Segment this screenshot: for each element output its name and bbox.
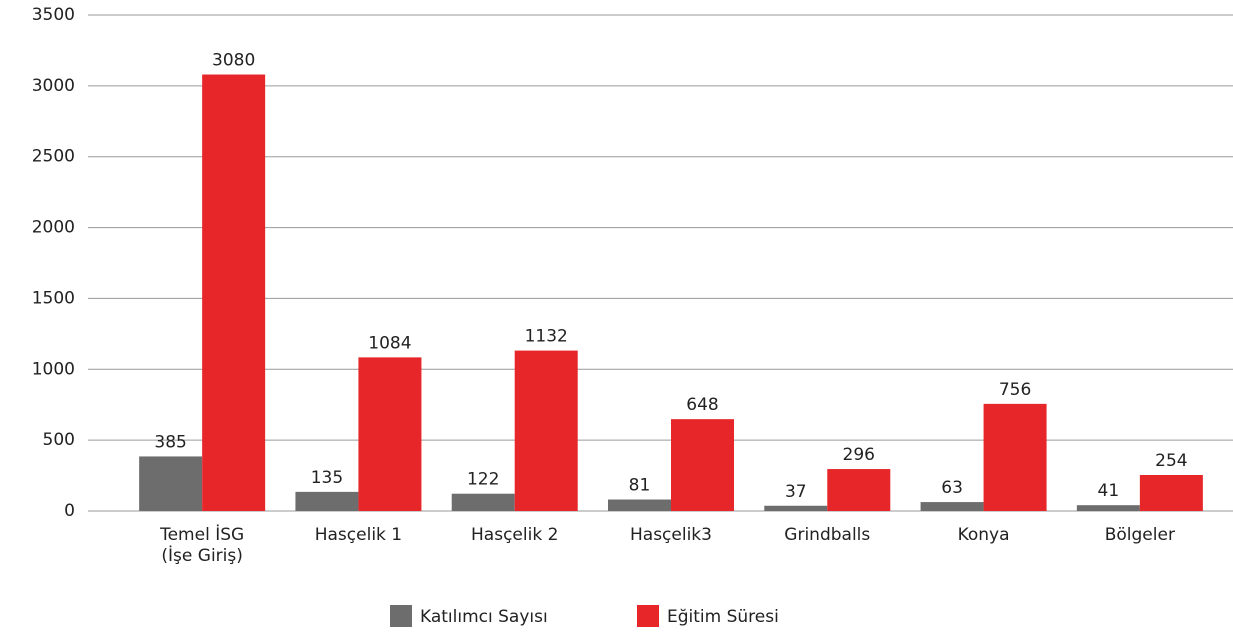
value-label: 1084 — [368, 333, 411, 353]
y-tick-label: 500 — [43, 430, 75, 450]
x-tick-label: Hasçelik3 — [630, 525, 712, 545]
y-tick-label: 3500 — [32, 5, 75, 25]
legend-swatch — [390, 605, 412, 627]
y-tick-label: 3000 — [32, 76, 75, 96]
bar — [827, 469, 891, 511]
x-tick-label: Grindballs — [784, 525, 870, 545]
value-label: 756 — [999, 380, 1031, 400]
value-label: 81 — [629, 476, 651, 496]
bar — [295, 491, 359, 511]
y-tick-label: 1000 — [32, 359, 75, 379]
legend-swatch — [637, 605, 659, 627]
value-label: 3080 — [212, 51, 255, 71]
y-tick-label: 0 — [64, 501, 75, 521]
bar — [139, 456, 203, 511]
x-tick-label: Temel İSG (İşe Giriş) — [159, 524, 244, 566]
value-label: 122 — [467, 470, 499, 490]
value-label: 648 — [686, 395, 718, 415]
bar — [920, 502, 984, 511]
x-tick-label: Bölgeler — [1105, 525, 1175, 545]
value-label: 37 — [785, 482, 807, 502]
value-label: 135 — [311, 468, 343, 488]
bar — [608, 499, 671, 511]
legend-label: Eğitim Süresi — [667, 607, 779, 627]
value-label: 63 — [941, 478, 963, 498]
value-label: 41 — [1098, 481, 1120, 501]
bar — [671, 419, 734, 511]
bar — [983, 403, 1047, 511]
bar — [202, 74, 266, 512]
value-label: 1132 — [525, 327, 568, 347]
y-tick-label: 2000 — [32, 218, 75, 238]
bar — [451, 493, 515, 511]
bar — [1139, 475, 1203, 511]
x-tick-label: Konya — [958, 525, 1010, 545]
bar — [1076, 505, 1140, 511]
x-tick-label: Hasçelik 2 — [471, 525, 558, 545]
value-label: 254 — [1155, 451, 1187, 471]
x-tick-label: Hasçelik 1 — [315, 525, 402, 545]
bar — [514, 350, 578, 511]
bar — [764, 505, 828, 511]
legend-label: Katılımcı Sayısı — [420, 607, 548, 627]
y-tick-label: 2500 — [32, 147, 75, 167]
value-label: 385 — [154, 432, 186, 452]
value-label: 296 — [843, 445, 875, 465]
y-tick-label: 1500 — [32, 288, 75, 308]
bar — [358, 357, 422, 511]
